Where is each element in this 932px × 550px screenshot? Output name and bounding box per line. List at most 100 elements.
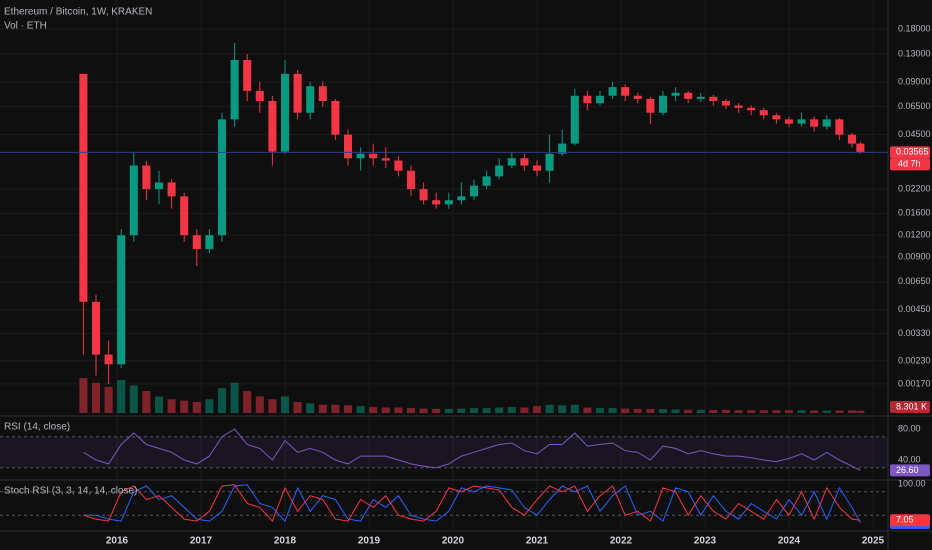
volume-bar: [495, 407, 504, 413]
candle-body: [167, 182, 176, 197]
candle-body: [432, 200, 441, 205]
candle-body: [343, 134, 353, 159]
volume-bar: [192, 401, 201, 413]
last-value-label: 8.301 K: [896, 401, 927, 411]
candle-body: [570, 95, 579, 144]
candle-body: [192, 235, 201, 250]
volume-bar: [847, 410, 856, 413]
stoch-title: Stoch RSI (3, 3, 14, 14, close): [4, 486, 137, 497]
y-tick-label: 0.04500: [898, 129, 931, 139]
candle-body: [394, 160, 403, 171]
volume-bar: [129, 385, 138, 413]
candle-body: [268, 101, 277, 152]
volume-bar: [394, 407, 403, 413]
volume-bar: [835, 410, 844, 413]
x-tick-label: 2017: [190, 536, 213, 547]
candle-body: [230, 59, 239, 120]
volume-bar: [180, 400, 189, 413]
volume-bar: [230, 382, 239, 413]
volume-bar: [444, 408, 453, 413]
candle-body: [856, 143, 865, 153]
y-tick-label: 0.00450: [898, 304, 931, 314]
candle-body: [356, 153, 365, 159]
volume-bar: [570, 404, 579, 413]
rsi-band-fill: [0, 436, 888, 468]
candle-body: [469, 185, 479, 197]
candle-body: [646, 98, 655, 113]
volume-bar: [482, 408, 491, 413]
candle-body: [709, 96, 718, 102]
volume-bar: [91, 382, 101, 413]
candle-body: [495, 165, 504, 177]
last-value-label: 7.05: [896, 515, 914, 525]
volume-bar: [772, 410, 781, 413]
volume-bar: [154, 396, 164, 413]
volume-bar: [747, 410, 756, 413]
volume-bar: [356, 406, 365, 413]
candle-body: [217, 119, 227, 236]
x-tick-label: 2021: [526, 536, 549, 547]
last-value-label: 0.03565: [896, 147, 929, 157]
y-tick-label: 80.00: [898, 423, 921, 433]
candle-body: [369, 153, 378, 159]
volume-bar: [810, 410, 819, 413]
volume-bar: [658, 409, 668, 413]
candle-body: [318, 86, 327, 102]
candle-body: [822, 119, 831, 127]
volume-bar: [595, 408, 605, 413]
volume-bar: [293, 401, 302, 413]
candle-body: [381, 158, 390, 161]
last-value-label: 26.60: [896, 465, 919, 475]
volume-bar: [217, 388, 227, 413]
volume-bar: [646, 408, 655, 413]
rsi-title: RSI (14, close): [4, 422, 70, 433]
y-tick-label: 0.00170: [898, 378, 931, 388]
volume-bar: [381, 407, 390, 413]
volume-bar: [432, 408, 441, 413]
volume-bar: [558, 405, 567, 413]
volume-bar: [268, 399, 277, 413]
candle-body: [784, 119, 794, 124]
volume-bar: [734, 410, 743, 413]
candle-body: [759, 110, 768, 116]
volume-bar: [255, 396, 264, 413]
volume-bar: [205, 399, 214, 413]
volume-bar: [507, 406, 516, 413]
candle-body: [658, 95, 668, 113]
y-tick-label: 0.00650: [898, 276, 931, 286]
volume-bar: [419, 408, 428, 413]
volume-bar: [167, 399, 176, 413]
last-value-box: [890, 146, 930, 159]
labels: 2016 2017 2018 2019 2020 2021 2022 2023 2024 2025…: [106, 24, 931, 547]
candle-body: [772, 115, 781, 120]
candle-body: [810, 119, 819, 127]
candle-body: [671, 92, 680, 96]
y-tick-label: 0.00230: [898, 355, 931, 365]
candle-body: [721, 101, 731, 106]
candle-body: [696, 96, 705, 99]
indicator-line: [83, 484, 861, 523]
candle-body: [734, 105, 743, 108]
candle-body: [306, 86, 315, 113]
candle-body: [419, 189, 428, 201]
x-tick-label: 2019: [358, 536, 381, 547]
volume-bar: [721, 409, 731, 413]
volume-bar: [684, 409, 693, 413]
y-tick-label: 100.00: [898, 478, 926, 488]
candle-body: [79, 73, 88, 302]
candle-body: [558, 143, 567, 154]
y-tick-label: 0.01600: [898, 208, 931, 218]
volume-bar: [79, 378, 88, 413]
y-tick-label: 0.06500: [898, 101, 931, 111]
y-tick-label: 0.00330: [898, 328, 931, 338]
candle-body: [142, 165, 151, 190]
candle-body: [595, 95, 605, 104]
candle-body: [835, 119, 844, 135]
volume-bar: [104, 386, 113, 413]
x-tick-label: 2018: [274, 536, 297, 547]
volume-bar: [822, 410, 831, 413]
volume-title: Vol · ETH: [4, 21, 47, 32]
volume-bar: [608, 408, 617, 413]
